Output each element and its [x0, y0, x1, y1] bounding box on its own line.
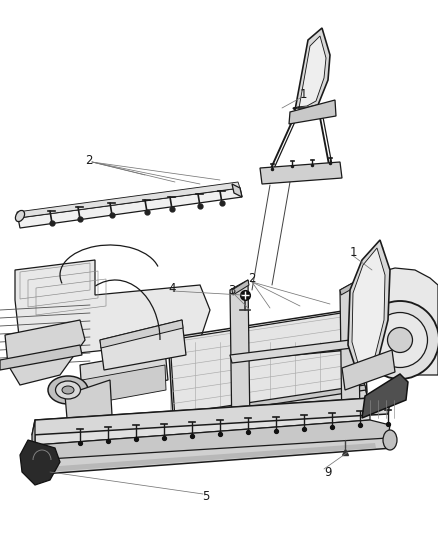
- Polygon shape: [340, 280, 359, 295]
- Text: 5: 5: [202, 490, 209, 504]
- Polygon shape: [20, 440, 60, 485]
- Text: 9: 9: [324, 465, 332, 479]
- Polygon shape: [100, 320, 183, 348]
- Polygon shape: [32, 443, 376, 473]
- Polygon shape: [289, 100, 336, 124]
- Polygon shape: [100, 320, 186, 370]
- Polygon shape: [232, 280, 249, 295]
- Polygon shape: [80, 350, 168, 395]
- Text: 4: 4: [168, 281, 176, 295]
- Polygon shape: [348, 240, 390, 375]
- Polygon shape: [260, 162, 342, 184]
- Polygon shape: [5, 320, 85, 385]
- Polygon shape: [340, 280, 360, 430]
- Polygon shape: [32, 430, 376, 460]
- Ellipse shape: [56, 381, 81, 399]
- Ellipse shape: [25, 454, 39, 476]
- Polygon shape: [0, 345, 82, 370]
- Polygon shape: [230, 280, 250, 440]
- Ellipse shape: [361, 301, 438, 379]
- Ellipse shape: [62, 386, 74, 394]
- Ellipse shape: [48, 376, 88, 404]
- Text: 1: 1: [300, 87, 307, 101]
- Polygon shape: [32, 420, 35, 460]
- Polygon shape: [170, 310, 365, 420]
- Polygon shape: [293, 28, 330, 110]
- Ellipse shape: [15, 211, 25, 222]
- Polygon shape: [32, 420, 390, 460]
- Polygon shape: [65, 380, 112, 430]
- Polygon shape: [342, 350, 395, 390]
- Polygon shape: [370, 268, 438, 375]
- Polygon shape: [30, 430, 393, 475]
- Text: 2: 2: [85, 154, 92, 166]
- Ellipse shape: [383, 430, 397, 450]
- Polygon shape: [168, 388, 368, 428]
- Polygon shape: [15, 260, 210, 355]
- Polygon shape: [18, 188, 242, 228]
- Polygon shape: [352, 248, 385, 370]
- Ellipse shape: [372, 312, 427, 367]
- Ellipse shape: [388, 327, 413, 352]
- Text: 2: 2: [248, 271, 255, 285]
- Polygon shape: [32, 398, 390, 435]
- Polygon shape: [297, 36, 326, 108]
- Polygon shape: [17, 182, 240, 218]
- Polygon shape: [362, 374, 408, 418]
- Polygon shape: [82, 365, 166, 405]
- Text: 3: 3: [228, 284, 235, 296]
- Polygon shape: [232, 184, 242, 197]
- Polygon shape: [35, 398, 370, 445]
- Polygon shape: [168, 385, 366, 420]
- Text: 1: 1: [350, 246, 357, 259]
- Polygon shape: [230, 340, 352, 363]
